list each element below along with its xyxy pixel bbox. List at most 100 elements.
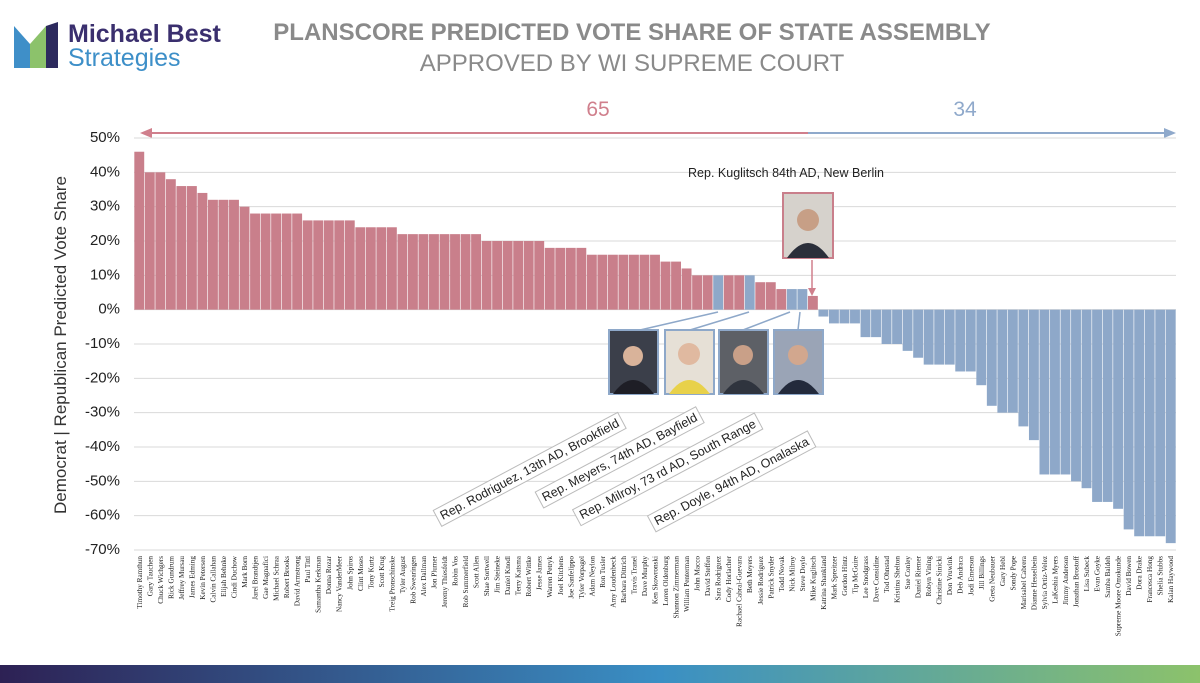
seat-count: 34 (953, 98, 977, 121)
x-tick-label: Scott Krug (378, 556, 386, 588)
bar (976, 309, 987, 386)
bar (429, 234, 439, 310)
x-tick-label: Don Vruwink (946, 556, 954, 596)
bar (828, 309, 839, 324)
connector (689, 311, 750, 331)
y-tick-label: -20% (85, 369, 120, 386)
bar (334, 220, 345, 310)
bar (1060, 309, 1071, 475)
bar (239, 206, 250, 310)
x-tick-label: Tip McGuire (851, 556, 859, 593)
bar (1018, 309, 1029, 427)
bar (702, 275, 713, 310)
x-tick-label: Dora Drake (1136, 556, 1144, 590)
bar (786, 289, 797, 310)
annotation-box (432, 411, 627, 528)
x-tick-label: Joe Sanfelippo (567, 556, 575, 599)
x-tick-label: Shannon Zimmerman (673, 556, 681, 619)
x-tick-label: Rob Summerfield (462, 556, 470, 608)
bar (1050, 309, 1060, 475)
bar (650, 254, 660, 310)
bar (513, 241, 524, 310)
bar (165, 179, 176, 310)
bar (1134, 309, 1145, 537)
x-tick-label: David Armstrong (294, 556, 302, 607)
y-tick-label: -60% (85, 507, 120, 524)
x-tick-label: Tony Kurtz (367, 556, 375, 589)
bar (692, 275, 703, 310)
bar (534, 241, 545, 310)
bar (418, 234, 429, 310)
bar (134, 151, 145, 310)
x-tick-label: Ken Skowronski (652, 556, 660, 604)
x-tick-label: David Bowen (1125, 556, 1133, 596)
bar (1144, 309, 1155, 537)
x-tick-label: James Edming (188, 556, 196, 599)
bar (881, 309, 892, 344)
bar (471, 234, 482, 310)
bar (376, 227, 387, 310)
x-tick-label: Jim Steineke (494, 556, 502, 593)
bar (1081, 309, 1092, 489)
bar (281, 213, 292, 310)
bar (1113, 309, 1124, 509)
bar (1123, 309, 1134, 530)
annotation: Rep. Kuglitsch 84th AD, New Berlin (688, 166, 884, 180)
x-tick-label: Alex Dallman (420, 556, 428, 597)
x-tick-label: LaKeshia Myers (1051, 556, 1059, 604)
photo (773, 329, 824, 395)
x-tick-label: Tyler Vorpagel (578, 556, 586, 599)
bar (229, 199, 239, 310)
x-tick-label: Jesse James (536, 556, 544, 590)
x-tick-label: Gordon Hintz (841, 556, 849, 596)
bar (1071, 309, 1081, 482)
bar (302, 220, 313, 310)
photo (608, 329, 659, 395)
bar (313, 220, 324, 310)
x-tick-label: Sara Rodriguez (715, 556, 723, 601)
x-tick-label: Chuck Wichgers (157, 556, 165, 604)
x-tick-label: Scott Allen (473, 556, 481, 589)
x-tick-label: Robin Vos (452, 556, 460, 586)
x-tick-label: Gary Hebl (999, 556, 1007, 586)
bar (681, 268, 692, 310)
x-tick-label: Tyler August (399, 556, 407, 593)
bar (355, 227, 366, 310)
bar (1102, 309, 1113, 502)
x-tick-label: Gary Tauchen (146, 556, 154, 597)
footer-band (0, 665, 1200, 683)
x-tick-label: Cody Horlacher (725, 555, 733, 602)
bar (260, 213, 271, 310)
bar (407, 234, 418, 310)
annotation-box (571, 412, 764, 527)
logo-text: Michael Best (68, 20, 222, 48)
bar (744, 275, 755, 310)
bar (207, 199, 218, 310)
x-tick-label: Nancy VanderMeer (336, 555, 344, 612)
x-tick-label: Rachael Cabral-Guevara (736, 555, 744, 627)
connector (742, 311, 791, 331)
bar (965, 309, 976, 372)
y-tick-label: 30% (90, 198, 120, 215)
bar (839, 309, 850, 324)
annotation-box (534, 406, 705, 509)
photo (718, 329, 769, 395)
bar (523, 241, 534, 310)
bar (481, 241, 492, 310)
y-tick-label: -10% (85, 335, 120, 352)
bar (671, 261, 681, 310)
x-tick-label: Samba Baldeh (1104, 556, 1112, 598)
x-tick-label: Timothy Ramthun (136, 556, 144, 609)
connector-head (808, 288, 816, 296)
arrow-head (1164, 128, 1176, 138)
bar (807, 295, 818, 310)
x-tick-label: Kristina Shelton (894, 556, 902, 603)
x-tick-label: Tod Ohnstad (883, 556, 891, 593)
bar (555, 247, 566, 310)
x-tick-label: Dave Murphy (641, 556, 649, 597)
x-tick-label: Lisa Subeck (1083, 556, 1091, 592)
x-tick-label: Sondy Pope (1009, 556, 1017, 591)
arrow-head (140, 128, 152, 138)
x-tick-label: Rick Gundrum (167, 556, 175, 599)
x-tick-label: William Penterman (683, 556, 691, 612)
